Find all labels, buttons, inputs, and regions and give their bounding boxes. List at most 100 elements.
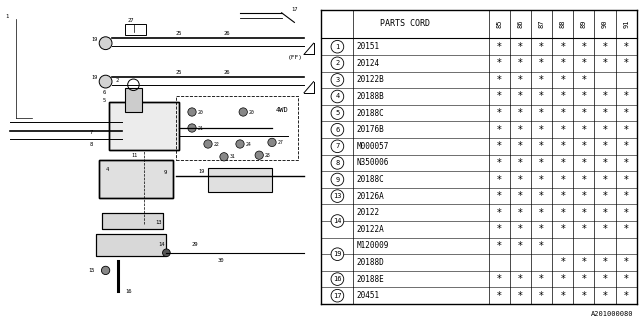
Text: 21: 21 (197, 125, 203, 131)
Text: *: * (561, 291, 565, 301)
Text: 26: 26 (224, 31, 230, 36)
Text: *: * (603, 92, 607, 101)
Text: *: * (603, 224, 607, 234)
Text: *: * (582, 108, 586, 118)
Bar (96, 234, 166, 256)
Text: *: * (582, 141, 586, 151)
Text: *: * (518, 75, 523, 85)
Text: *: * (624, 258, 628, 268)
Text: 87: 87 (539, 20, 545, 28)
Text: *: * (603, 208, 607, 218)
Text: *: * (518, 191, 523, 201)
Circle shape (331, 248, 344, 260)
Text: *: * (561, 158, 565, 168)
Text: *: * (497, 42, 502, 52)
Circle shape (220, 153, 228, 161)
Text: *: * (540, 208, 544, 218)
Text: *: * (540, 92, 544, 101)
Text: *: * (540, 191, 544, 201)
Text: 19: 19 (92, 75, 97, 80)
Text: 31: 31 (230, 154, 235, 159)
Text: 8: 8 (90, 141, 93, 147)
Circle shape (331, 289, 344, 302)
Circle shape (331, 124, 344, 136)
Text: *: * (540, 174, 544, 185)
Text: *: * (624, 125, 628, 135)
Text: *: * (561, 58, 565, 68)
Text: *: * (497, 92, 502, 101)
Text: 2: 2 (335, 60, 340, 66)
Text: 3: 3 (335, 77, 340, 83)
Circle shape (331, 156, 344, 169)
Text: *: * (582, 258, 586, 268)
Text: 13: 13 (333, 193, 342, 199)
Text: 14: 14 (333, 218, 342, 224)
Text: *: * (624, 191, 628, 201)
Text: *: * (518, 174, 523, 185)
Text: *: * (603, 42, 607, 52)
Text: *: * (518, 92, 523, 101)
Text: *: * (561, 174, 565, 185)
Text: *: * (518, 141, 523, 151)
Circle shape (331, 107, 344, 119)
Text: 1: 1 (335, 44, 340, 50)
Text: 20122A: 20122A (356, 225, 385, 234)
Text: *: * (518, 241, 523, 251)
Circle shape (163, 249, 170, 257)
Text: 24: 24 (246, 141, 251, 147)
Text: 20: 20 (197, 109, 203, 115)
Text: 29: 29 (192, 242, 198, 247)
Text: 20122B: 20122B (356, 76, 385, 84)
Text: *: * (624, 58, 628, 68)
Bar (102, 213, 163, 229)
Text: *: * (561, 108, 565, 118)
Text: *: * (624, 141, 628, 151)
Text: *: * (582, 125, 586, 135)
Text: *: * (540, 291, 544, 301)
Text: *: * (582, 274, 586, 284)
Text: 20176B: 20176B (356, 125, 385, 134)
Text: M120009: M120009 (356, 241, 389, 250)
Text: 19: 19 (198, 169, 205, 174)
Text: *: * (497, 58, 502, 68)
Text: *: * (603, 108, 607, 118)
Text: *: * (497, 241, 502, 251)
Text: 13: 13 (155, 220, 162, 225)
Bar (125, 88, 143, 112)
Text: *: * (603, 158, 607, 168)
Text: 5: 5 (335, 110, 340, 116)
Text: 19: 19 (92, 36, 97, 42)
Text: *: * (603, 274, 607, 284)
Text: *: * (603, 141, 607, 151)
Text: *: * (497, 224, 502, 234)
Text: *: * (518, 58, 523, 68)
Text: 4WD: 4WD (275, 108, 288, 113)
Text: 9: 9 (163, 170, 166, 175)
Circle shape (99, 37, 112, 50)
Text: 88: 88 (560, 20, 566, 28)
Text: 8: 8 (335, 160, 340, 166)
Bar (176, 96, 298, 160)
Text: 85: 85 (496, 20, 502, 28)
Text: 17: 17 (291, 7, 298, 12)
Text: 20188D: 20188D (356, 258, 385, 267)
Text: *: * (497, 75, 502, 85)
Text: 89: 89 (581, 20, 587, 28)
Text: *: * (518, 208, 523, 218)
Text: *: * (540, 42, 544, 52)
Circle shape (204, 140, 212, 148)
Text: *: * (582, 92, 586, 101)
Text: 28: 28 (265, 153, 270, 158)
Text: *: * (561, 42, 565, 52)
Text: *: * (540, 241, 544, 251)
Text: 20126A: 20126A (356, 192, 385, 201)
Text: 20188C: 20188C (356, 108, 385, 118)
Text: *: * (497, 191, 502, 201)
Text: 6: 6 (335, 127, 340, 133)
Circle shape (188, 124, 196, 132)
Text: N350006: N350006 (356, 158, 389, 167)
Text: *: * (540, 75, 544, 85)
Text: 20188C: 20188C (356, 175, 385, 184)
Text: *: * (582, 174, 586, 185)
Text: A201000080: A201000080 (591, 311, 634, 317)
